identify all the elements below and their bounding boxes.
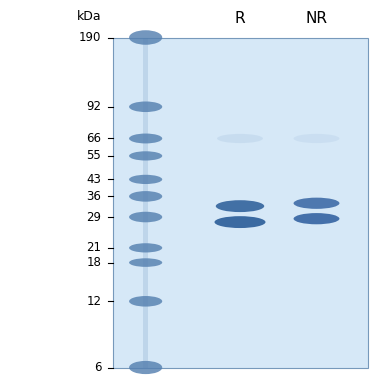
Ellipse shape <box>129 30 162 45</box>
Text: 12: 12 <box>86 295 101 308</box>
Text: 36: 36 <box>86 190 101 203</box>
Ellipse shape <box>217 134 263 143</box>
Text: NR: NR <box>306 11 327 26</box>
Bar <box>112 38 368 368</box>
Text: 92: 92 <box>86 100 101 113</box>
Ellipse shape <box>294 134 339 143</box>
Ellipse shape <box>129 212 162 222</box>
Text: 66: 66 <box>86 132 101 145</box>
Ellipse shape <box>294 198 339 209</box>
Ellipse shape <box>216 200 264 212</box>
Text: 29: 29 <box>86 210 101 224</box>
Text: 21: 21 <box>86 242 101 254</box>
Ellipse shape <box>129 361 162 374</box>
Text: kDa: kDa <box>76 9 101 22</box>
Text: R: R <box>235 11 245 26</box>
Ellipse shape <box>294 213 339 224</box>
Ellipse shape <box>129 258 162 267</box>
Ellipse shape <box>129 134 162 143</box>
Ellipse shape <box>129 102 162 112</box>
Ellipse shape <box>129 151 162 160</box>
Text: 6: 6 <box>94 361 101 374</box>
Bar <box>143 38 148 368</box>
Ellipse shape <box>129 296 162 307</box>
Ellipse shape <box>214 216 266 228</box>
Ellipse shape <box>129 243 162 252</box>
Text: 190: 190 <box>79 31 101 44</box>
Ellipse shape <box>129 191 162 202</box>
Text: 18: 18 <box>86 256 101 269</box>
Ellipse shape <box>129 175 162 184</box>
Text: 43: 43 <box>86 173 101 186</box>
Text: 55: 55 <box>87 149 101 162</box>
